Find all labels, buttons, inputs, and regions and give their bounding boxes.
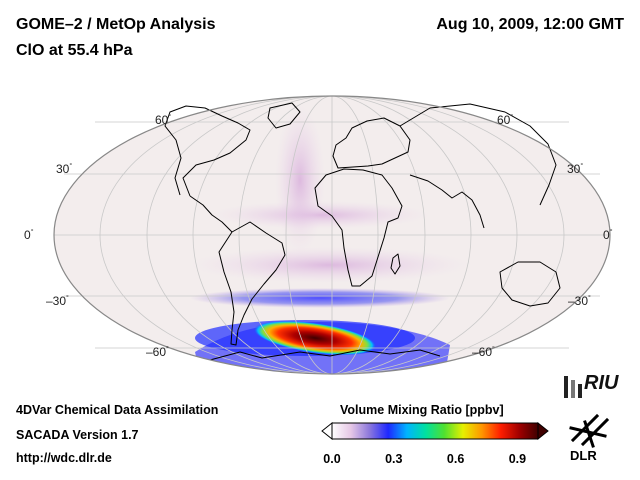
colorbar: [321, 421, 549, 441]
lat-label-0-left: 0°: [24, 228, 34, 242]
dlr-logo-stroke-1: [570, 413, 600, 443]
lat-label-30s-left: –30°: [46, 294, 69, 308]
coast-central-america: [189, 195, 233, 233]
colorbar-tick-0: 0.0: [323, 452, 341, 466]
riu-logo: [564, 376, 582, 398]
lat-label-30s-right: –30°: [568, 294, 591, 308]
coast-madagascar: [390, 253, 401, 275]
coast-greenland: [267, 102, 301, 129]
dlr-logo: [569, 413, 610, 448]
colorbar-tick-1: 0.3: [385, 452, 403, 466]
lat-label-30n-right: 30°: [567, 162, 584, 176]
colorbar-title: Volume Mixing Ratio [ppbv]: [340, 403, 504, 417]
page-title: GOME–2 / MetOp Analysis: [16, 16, 216, 33]
lat-label-60n-left: 60°: [155, 113, 172, 127]
riu-logo-bar-2: [571, 380, 575, 398]
coast-africa: [314, 168, 403, 287]
lat-label-60n-right: 60°: [497, 113, 514, 127]
lat-label-30n-left: 30°: [56, 162, 73, 176]
footer-line-1: 4DVar Chemical Data Assimilation: [16, 403, 219, 417]
lat-label-60s-left: –60°: [146, 345, 169, 359]
colorbar-low-arrow: [321, 421, 333, 441]
dlr-logo-text: DLR: [570, 448, 597, 463]
lat-label-0-right: 0°: [603, 228, 613, 242]
clo-field-midlat: [190, 247, 470, 283]
colorbar-tick-2: 0.6: [446, 452, 465, 466]
dlr-logo-stroke-2: [580, 417, 610, 447]
coast-asia: [399, 103, 557, 206]
colorbar-high-arrow: [537, 421, 549, 441]
datetime-label: Aug 10, 2009, 12:00 GMT: [436, 16, 624, 33]
map-outline: [53, 95, 611, 375]
footer-url: http://wdc.dlr.de: [16, 451, 112, 465]
footer-line-2: SACADA Version 1.7: [16, 428, 139, 442]
coast-antarctica: [209, 349, 441, 361]
coast-europe: [332, 117, 411, 169]
clo-vortex-core: [253, 320, 377, 356]
coastlines: [164, 102, 561, 361]
coast-north-america: [164, 105, 251, 197]
coast-arabia-india: [409, 174, 485, 229]
coast-south-america: [218, 221, 286, 346]
lat-label-60s-right: –60°: [472, 345, 495, 359]
clo-field-column: [275, 105, 325, 255]
colorbar-tick-3: 0.9: [508, 452, 527, 466]
clo-field-band: [190, 288, 450, 308]
riu-logo-bar-3: [578, 384, 582, 398]
riu-logo-text: RIU: [584, 372, 619, 394]
colorbar-gradient: [331, 422, 539, 440]
coast-australia: [499, 261, 561, 307]
page-subtitle: ClO at 55.4 hPa: [16, 42, 133, 59]
dlr-logo-stroke-4: [583, 420, 595, 448]
riu-logo-bar-1: [564, 376, 568, 398]
